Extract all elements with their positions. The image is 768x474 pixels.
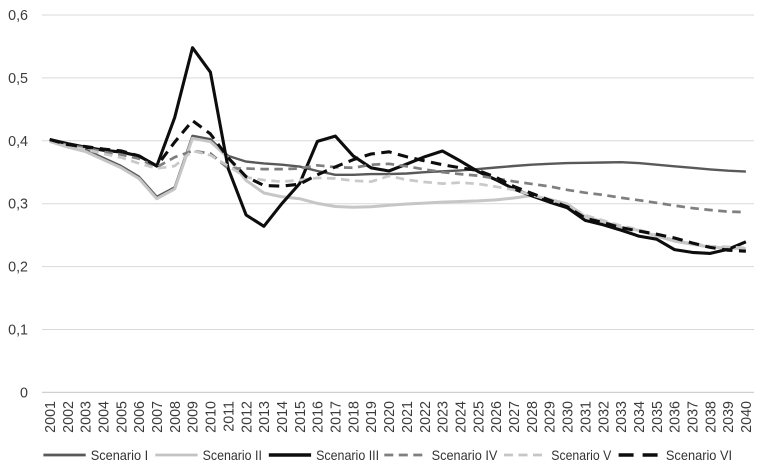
svg-text:Scenario I: Scenario I: [91, 448, 149, 463]
svg-text:2032: 2032: [596, 401, 612, 433]
svg-text:2031: 2031: [578, 401, 594, 433]
svg-text:2034: 2034: [632, 401, 648, 433]
svg-text:2035: 2035: [650, 401, 666, 433]
svg-text:2008: 2008: [168, 401, 184, 433]
svg-text:2038: 2038: [703, 401, 719, 433]
svg-text:2017: 2017: [329, 401, 345, 433]
svg-text:0: 0: [20, 385, 28, 401]
svg-text:0,2: 0,2: [8, 260, 28, 276]
svg-text:2013: 2013: [257, 401, 273, 433]
svg-text:2004: 2004: [96, 401, 112, 433]
svg-text:2012: 2012: [239, 401, 255, 433]
svg-text:2029: 2029: [543, 401, 559, 433]
svg-text:2021: 2021: [400, 401, 416, 433]
svg-text:2039: 2039: [721, 401, 737, 433]
svg-text:2007: 2007: [150, 401, 166, 433]
svg-text:2009: 2009: [186, 401, 202, 433]
svg-text:2022: 2022: [418, 401, 434, 433]
svg-text:2028: 2028: [525, 401, 541, 433]
svg-text:2002: 2002: [61, 401, 77, 433]
svg-text:2001: 2001: [43, 401, 59, 433]
svg-text:2003: 2003: [79, 401, 95, 433]
svg-text:2037: 2037: [686, 401, 702, 433]
svg-text:0,3: 0,3: [8, 197, 28, 213]
svg-text:2018: 2018: [346, 401, 362, 433]
svg-text:2005: 2005: [114, 401, 130, 433]
svg-text:2036: 2036: [668, 401, 684, 433]
svg-text:Scenario V: Scenario V: [551, 448, 611, 463]
svg-text:2026: 2026: [489, 401, 505, 433]
svg-text:0,5: 0,5: [8, 71, 28, 87]
svg-text:0,4: 0,4: [8, 134, 28, 150]
svg-text:2011: 2011: [221, 401, 237, 432]
svg-text:0,6: 0,6: [8, 8, 28, 24]
svg-text:2030: 2030: [561, 401, 577, 433]
svg-text:2040: 2040: [739, 401, 755, 433]
svg-text:2014: 2014: [275, 401, 291, 433]
svg-text:2033: 2033: [614, 401, 630, 433]
svg-text:2019: 2019: [364, 401, 380, 433]
svg-text:2027: 2027: [507, 401, 523, 433]
svg-text:Scenario IV: Scenario IV: [432, 448, 498, 463]
svg-text:Scenario III: Scenario III: [316, 448, 379, 463]
svg-text:2015: 2015: [293, 401, 309, 433]
svg-text:2024: 2024: [453, 401, 469, 433]
svg-text:Scenario II: Scenario II: [203, 448, 262, 463]
svg-text:Scenario VI: Scenario VI: [666, 448, 732, 463]
svg-text:0,1: 0,1: [8, 322, 28, 338]
svg-text:2025: 2025: [471, 401, 487, 433]
svg-text:2020: 2020: [382, 401, 398, 433]
svg-text:2006: 2006: [132, 401, 148, 433]
svg-text:2010: 2010: [204, 401, 220, 433]
svg-text:2016: 2016: [311, 401, 327, 433]
svg-text:2023: 2023: [436, 401, 452, 433]
